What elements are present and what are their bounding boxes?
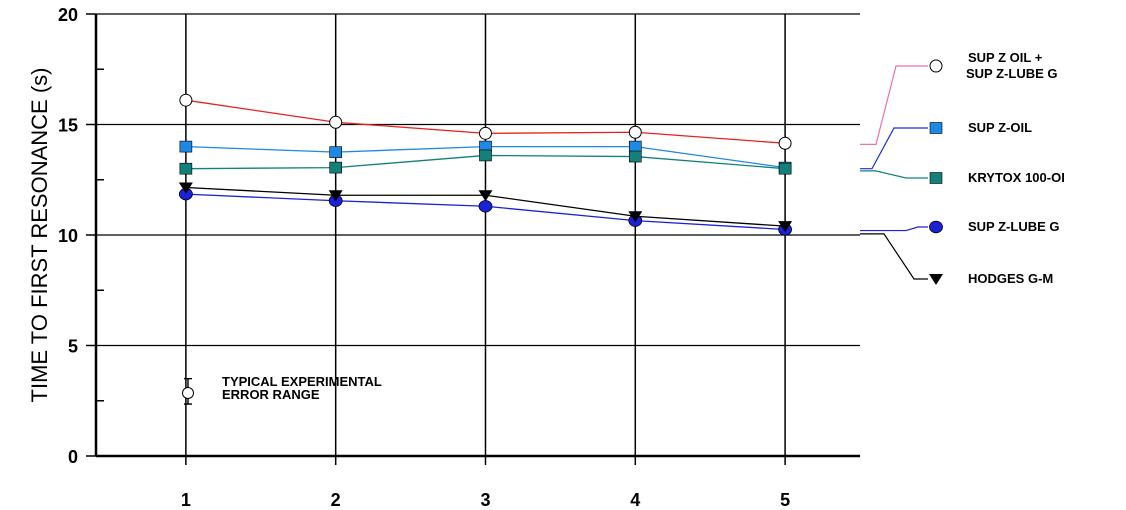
data-point xyxy=(179,140,193,153)
data-point xyxy=(329,161,342,174)
data-point xyxy=(628,140,642,153)
legend-marker xyxy=(929,59,943,73)
legend-label: KRYTOX 100-OI xyxy=(968,170,1065,185)
legend-label: SUP Z OIL + xyxy=(968,50,1043,65)
legend-leader-line xyxy=(860,170,928,179)
legend-leader-line xyxy=(860,127,928,170)
legend-leader-line xyxy=(860,226,928,232)
data-point xyxy=(178,182,193,194)
data-point xyxy=(478,190,493,202)
data-point xyxy=(478,200,493,213)
y-axis-label: TIME TO FIRST RESONANCE (s) xyxy=(27,68,52,403)
legend-entry-3: KRYTOX 100-OI xyxy=(860,170,1065,185)
x-tick-label: 3 xyxy=(480,490,490,510)
series-3 xyxy=(179,149,792,175)
legend-entry-1: SUP Z OIL + SUP Z-LUBE G xyxy=(860,50,1058,145)
data-point xyxy=(628,211,643,223)
error-range-label: TYPICAL EXPERIMENTAL xyxy=(222,374,382,389)
legend-entry-2: SUP Z-OIL xyxy=(860,120,1032,170)
data-point xyxy=(328,190,343,202)
legend-entry-5: HODGES G-M xyxy=(860,233,1053,286)
data-point xyxy=(778,221,793,233)
legend-label: SUP Z-LUBE G xyxy=(968,219,1060,234)
series-1 xyxy=(179,93,792,150)
legend-marker xyxy=(929,172,943,184)
y-tick-label: 10 xyxy=(58,226,78,246)
data-point xyxy=(778,162,792,175)
x-tick-label: 1 xyxy=(181,490,191,510)
error-range-label: ERROR RANGE xyxy=(222,387,320,402)
y-tick-label: 15 xyxy=(58,116,78,136)
series-5 xyxy=(178,182,793,233)
grid-lines xyxy=(96,13,860,456)
legend-label: HODGES G-M xyxy=(968,271,1053,286)
y-tick-label: 5 xyxy=(68,337,78,357)
axes: 0 5 10 15 20 1 2 3 4 5 xyxy=(58,5,860,510)
data-point xyxy=(329,115,343,129)
data-point xyxy=(628,125,642,139)
data-point xyxy=(628,150,642,163)
x-tick-label: 2 xyxy=(331,490,341,510)
x-tick-label: 5 xyxy=(780,490,790,510)
data-point xyxy=(479,149,492,162)
data-point xyxy=(179,93,193,107)
series-4 xyxy=(178,187,792,236)
legend-leader-line xyxy=(860,65,928,145)
x-tick-label: 4 xyxy=(630,490,640,510)
legend-label: SUP Z-LUBE G xyxy=(966,66,1058,81)
error-marker xyxy=(182,387,194,400)
y-tick-label: 0 xyxy=(68,447,78,467)
series-group xyxy=(178,93,793,236)
legend-marker xyxy=(929,122,943,134)
data-point xyxy=(478,126,492,140)
y-tick-label: 20 xyxy=(58,5,78,25)
data-point xyxy=(778,136,792,150)
legend-marker xyxy=(929,274,943,285)
legend-leader-line xyxy=(860,233,928,280)
legend-marker xyxy=(929,220,943,234)
data-point xyxy=(179,162,193,175)
data-point xyxy=(329,146,342,158)
legend-entry-4: SUP Z-LUBE G xyxy=(860,219,1060,234)
legend-label: SUP Z-OIL xyxy=(968,120,1032,135)
